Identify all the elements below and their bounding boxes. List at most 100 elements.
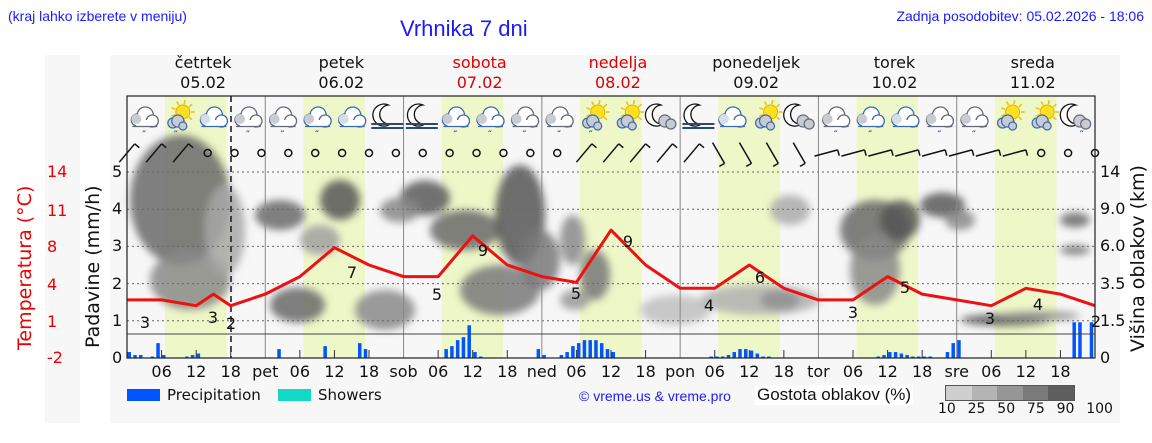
time-tick: 12 — [185, 362, 207, 381]
wind-calm-icon — [472, 148, 481, 158]
cloud-density-legend-label: Gostota oblakov (%) — [755, 385, 914, 405]
day-name: četrtek — [174, 53, 232, 72]
svg-text:″: ″ — [557, 130, 561, 140]
day-date: 05.02 — [180, 73, 226, 92]
day-date: 10.02 — [871, 73, 918, 92]
time-tick: pet — [252, 362, 279, 381]
cloud-density-swatch — [997, 386, 1023, 400]
wind-calm-icon — [257, 148, 266, 158]
cloud-rain-icon: ″ — [234, 106, 263, 140]
cloud-rain-icon: ″ — [856, 106, 885, 140]
precipitation-tick: 5 — [112, 162, 123, 181]
day-name: sobota — [452, 53, 507, 72]
time-tick: 12 — [739, 362, 760, 381]
cloud-density-scale-value: 90 — [1056, 401, 1075, 417]
wind-barb-icon — [921, 149, 948, 157]
day-header-3: nedelja 08.02 — [548, 53, 688, 93]
svg-text:″: ″ — [488, 130, 492, 140]
time-tick: 12 — [877, 362, 898, 381]
time-tick: 18 — [911, 362, 933, 381]
svg-text:″: ″ — [315, 130, 319, 140]
copyright-link[interactable]: © vreme.us & vreme.pro — [579, 388, 731, 404]
temperature-tick: 4 — [47, 275, 58, 294]
svg-text:″: ″ — [834, 130, 838, 140]
wind-calm-icon — [230, 148, 239, 158]
showers-legend-swatch — [278, 389, 311, 401]
wind-calm-icon — [526, 148, 535, 158]
sun-cloud-rain-icon: ″ — [167, 100, 195, 140]
page-title: Vrhnika 7 dni — [400, 16, 528, 41]
temperature-tick: 8 — [47, 237, 58, 256]
cloud-height-tick: 1.5 — [1100, 310, 1126, 330]
time-tick: 06 — [704, 362, 725, 381]
cloud-rain-icon: ″ — [476, 106, 505, 140]
time-tick: 12 — [462, 362, 483, 381]
day-header-5: torek 10.02 — [824, 53, 964, 93]
location-menu-hint[interactable]: (kraj lahko izberete v meniju) — [8, 8, 187, 24]
day-date: 11.02 — [1009, 73, 1056, 92]
day-date: 07.02 — [456, 73, 503, 92]
time-tick: 06 — [151, 362, 172, 381]
svg-text:″: ″ — [142, 130, 146, 140]
cloud-height-axis-label: Višina oblakov (km) — [1127, 165, 1149, 352]
day-name: nedelja — [588, 53, 648, 72]
time-tick: pon — [665, 362, 696, 381]
cloud-density-swatch — [1022, 386, 1049, 400]
wind-barb-icon — [868, 149, 894, 157]
wind-calm-icon — [203, 148, 212, 158]
cloud-height-tick: 14 — [1100, 162, 1121, 181]
wind-calm-icon — [1063, 148, 1073, 158]
time-tick: 06 — [289, 362, 311, 381]
cloud-density-swatch — [1048, 386, 1074, 400]
wind-calm-icon — [499, 148, 508, 158]
wind-barb-icon — [792, 142, 806, 168]
svg-text:″: ″ — [523, 130, 527, 140]
svg-text:″: ″ — [453, 130, 457, 140]
temp-axis-panel — [45, 55, 80, 423]
time-tick: 18 — [635, 362, 656, 381]
cloud-height-tick: 3.5 — [1100, 273, 1126, 293]
cloud-height-tick: 0 — [1100, 348, 1111, 367]
day-header-6: sreda 11.02 — [963, 53, 1103, 93]
sun-cloud-icon — [996, 100, 1025, 131]
wind-calm-icon — [391, 148, 401, 158]
precipitation-bars — [127, 322, 1094, 358]
wind-barb-icon — [948, 149, 975, 157]
wind-barb-icon — [172, 143, 194, 163]
cloud-rain-icon: ″ — [545, 106, 574, 140]
precipitation-legend-swatch — [127, 389, 160, 401]
svg-text:″: ″ — [174, 130, 178, 140]
temperature-tick: 1 — [47, 312, 58, 331]
precipitation-tick: 1 — [112, 310, 123, 330]
wind-barb-icon — [683, 143, 705, 163]
wind-barb-icon — [1002, 149, 1029, 157]
temperature-value-label: 4 — [704, 296, 714, 315]
time-tick: 18 — [220, 362, 241, 381]
day-name: torek — [873, 53, 916, 72]
time-tick: 06 — [981, 362, 1002, 381]
wind-calm-icon — [1036, 148, 1046, 158]
time-tick: tor — [807, 362, 830, 381]
wind-barb-icon — [629, 143, 651, 163]
cloud-icon — [718, 106, 747, 128]
wind-calm-icon — [445, 148, 454, 158]
moon-cloud-icon — [783, 103, 815, 130]
wind-barb-icon — [738, 142, 753, 168]
wind-barb-icon — [711, 142, 726, 168]
temperature-value-label: 9 — [478, 241, 488, 260]
sun-cloud-icon — [616, 100, 645, 131]
wind-barb-icon — [814, 149, 840, 157]
temperature-value-label: 3 — [985, 309, 995, 328]
wind-calm-icon — [552, 148, 562, 158]
cloud-rain-icon: ″ — [130, 106, 159, 140]
daylight-band — [579, 96, 642, 358]
cloud-density-swatch — [946, 386, 972, 400]
temperature-tick: 14 — [47, 162, 68, 181]
day-header-0: četrtek 05.02 — [133, 53, 273, 93]
sun-cloud-icon — [1031, 100, 1060, 131]
plot-border — [126, 95, 1096, 359]
cloud-icon — [891, 106, 920, 128]
time-tick: sob — [389, 362, 418, 381]
day-header-1: petek 06.02 — [271, 53, 411, 93]
